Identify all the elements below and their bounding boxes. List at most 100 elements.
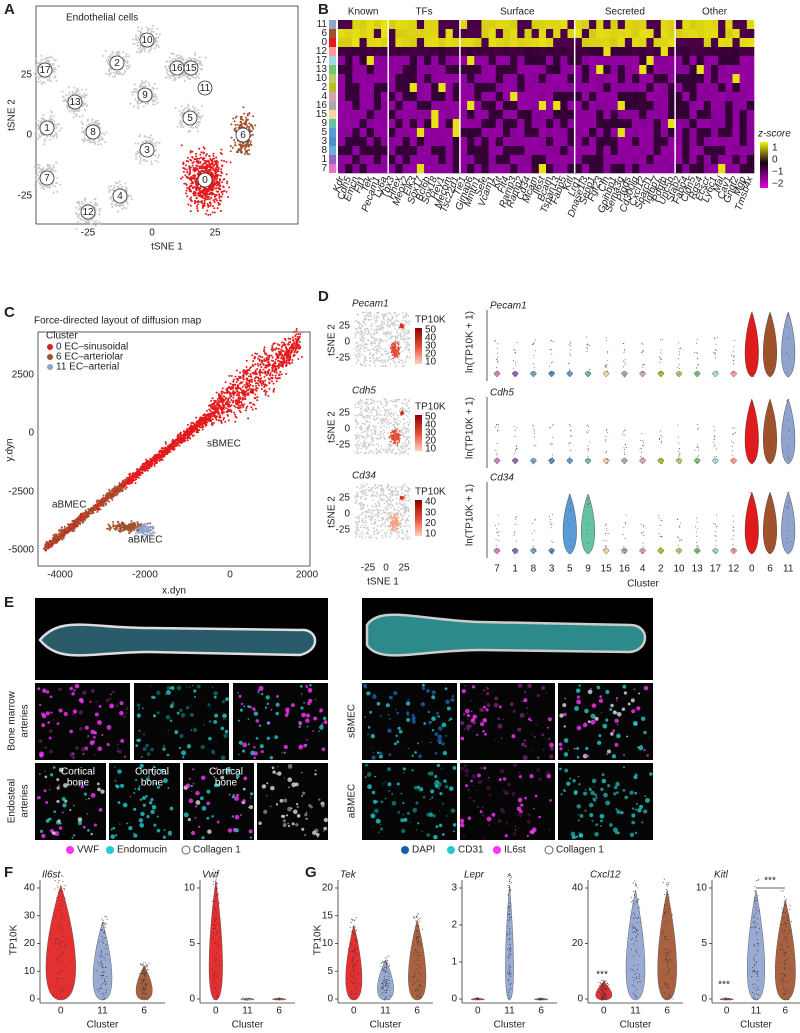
cell-dot xyxy=(45,186,48,189)
heat-cell xyxy=(682,128,690,138)
cell-dot xyxy=(154,142,157,145)
heat-cell xyxy=(538,38,547,48)
heat-cell xyxy=(402,110,411,120)
cell-dot xyxy=(198,62,201,65)
cell-dot xyxy=(68,93,71,96)
cell-dot xyxy=(209,204,212,207)
cell-dot xyxy=(80,218,83,221)
heat-cell xyxy=(345,110,353,120)
heat-cell xyxy=(617,65,626,75)
cell-dot xyxy=(55,181,58,184)
heat-cell xyxy=(696,119,705,129)
heat-cell xyxy=(746,119,755,129)
heat-cell xyxy=(381,65,389,75)
cell-dot xyxy=(225,160,228,163)
heat-cell xyxy=(739,83,748,93)
cell-dot xyxy=(136,44,139,47)
heat-cell xyxy=(696,164,705,174)
heat-cell xyxy=(624,38,633,48)
heat-cell xyxy=(502,155,511,165)
heat-cell xyxy=(395,20,403,30)
heat-cell xyxy=(438,20,446,30)
cell-dot xyxy=(153,464,156,467)
heat-cell xyxy=(682,38,690,48)
cell-dot xyxy=(234,420,237,423)
heat-cell xyxy=(381,56,389,66)
cluster-label: 11 xyxy=(200,83,211,94)
heat-cell xyxy=(531,20,540,30)
heat-cell xyxy=(445,65,454,75)
cell-dot xyxy=(121,207,124,210)
heat-cell xyxy=(352,29,360,39)
heat-cell xyxy=(581,29,590,39)
row-swatch xyxy=(329,65,336,74)
heat-cell xyxy=(388,83,396,93)
heat-cell xyxy=(452,29,461,39)
cell-dot xyxy=(77,110,80,113)
cell-dot xyxy=(226,182,229,185)
heat-cell xyxy=(553,92,561,102)
heat-cell xyxy=(445,83,454,93)
cell-dot xyxy=(179,119,182,122)
heat-cell xyxy=(610,128,619,138)
heat-cell xyxy=(610,110,619,120)
cell-dot xyxy=(36,174,39,177)
cell-dot xyxy=(75,227,78,230)
cell-dot xyxy=(155,36,158,39)
cell-dot xyxy=(248,111,251,114)
cell-dot xyxy=(211,159,214,162)
cell-dot xyxy=(219,152,222,155)
cell-dot xyxy=(215,156,218,159)
heat-cell xyxy=(560,47,568,57)
cell-dot xyxy=(232,396,235,399)
cell-dot xyxy=(35,174,38,177)
group-label: Known xyxy=(348,7,379,18)
heat-cell xyxy=(438,47,446,57)
heat-cell xyxy=(567,110,575,120)
heat-cell xyxy=(409,119,418,129)
cell-dot xyxy=(233,129,236,132)
cell-dot xyxy=(195,180,198,183)
cell-dot xyxy=(195,122,198,125)
cluster-label: 10 xyxy=(141,35,153,46)
heat-cell xyxy=(617,56,626,66)
cell-dot xyxy=(196,112,199,115)
heat-cell xyxy=(610,65,619,75)
heat-cell xyxy=(366,83,375,93)
heat-cell xyxy=(359,110,367,120)
heat-cell xyxy=(359,128,367,138)
heat-cell xyxy=(538,20,547,30)
cell-dot xyxy=(190,196,193,199)
heat-cell xyxy=(416,56,425,66)
heat-cell xyxy=(732,29,740,39)
cell-dot xyxy=(60,127,63,130)
heat-cell xyxy=(574,119,583,129)
heat-cell xyxy=(510,20,518,30)
heat-cell xyxy=(459,20,468,30)
heat-cell xyxy=(581,155,590,165)
cell-dot xyxy=(192,187,195,190)
heat-cell xyxy=(402,146,411,156)
cell-dot xyxy=(113,184,116,187)
heat-cell xyxy=(381,137,389,147)
heat-cell xyxy=(352,65,360,75)
cell-dot xyxy=(187,103,190,106)
heat-cell xyxy=(402,56,411,66)
heat-cell xyxy=(467,119,475,129)
cell-dot xyxy=(180,58,183,61)
heat-cell xyxy=(596,65,604,75)
cell-dot xyxy=(115,203,118,206)
cell-dot xyxy=(199,117,202,120)
heat-cell xyxy=(517,83,525,93)
heat-cell xyxy=(388,146,396,156)
heat-cell xyxy=(402,155,411,165)
heat-cell xyxy=(624,29,633,39)
heat-cell xyxy=(495,74,504,84)
cell-dot xyxy=(136,36,139,39)
heat-cell xyxy=(703,128,712,138)
heat-cell xyxy=(639,20,647,30)
heat-cell xyxy=(689,38,697,48)
cell-dot xyxy=(191,181,194,184)
cell-dot xyxy=(83,92,86,95)
heat-cell xyxy=(424,38,432,48)
